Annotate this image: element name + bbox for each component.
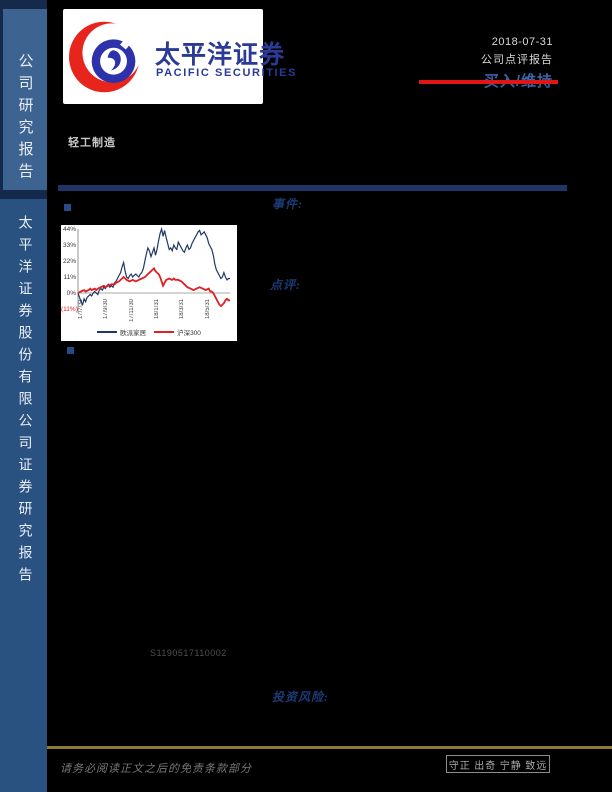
logo-chinese-name: 太平洋证券 bbox=[155, 42, 286, 69]
rating-underline bbox=[419, 80, 558, 84]
y-tick-label: 0% bbox=[66, 289, 76, 297]
x-tick-label: 18/5/31 bbox=[204, 299, 211, 320]
event-section-label: 事件: bbox=[272, 197, 303, 211]
y-tick-label: 33% bbox=[62, 241, 76, 249]
sidebar: 公司研究报告 太平洋证券股份有限公司证券研究报告 bbox=[0, 0, 47, 792]
bullet-square-icon bbox=[64, 204, 71, 211]
chart-legend: 欧派家居 沪深300 bbox=[61, 326, 237, 338]
y-tick-label: (11%) bbox=[61, 305, 78, 313]
x-tick-label: 18/3/31 bbox=[179, 299, 186, 320]
pacific-securities-logo-icon bbox=[69, 15, 142, 93]
footer-divider-line bbox=[47, 746, 612, 749]
sidebar-top-panel: 公司研究报告 bbox=[3, 9, 47, 190]
x-tick-label: 17/7/31 bbox=[78, 299, 84, 320]
legend-swatch bbox=[154, 331, 175, 333]
x-tick-label: 18/1/31 bbox=[154, 299, 160, 320]
slogan-box: 守正 出奇 宁静 致远 bbox=[446, 755, 550, 773]
sidebar-bottom-panel: 太平洋证券股份有限公司证券研究报告 bbox=[0, 199, 47, 792]
disclaimer-text: 请务必阅读正文之后的免责条款部分 bbox=[60, 763, 252, 775]
series-line-沪深300 bbox=[77, 266, 230, 308]
bullet-square-icon bbox=[67, 347, 74, 354]
legend-item: 欧派家居 bbox=[97, 327, 146, 337]
legend-label: 沪深300 bbox=[177, 330, 201, 337]
y-tick-label: 44% bbox=[62, 225, 76, 233]
risk-section-label: 投资风险: bbox=[272, 690, 329, 704]
report-date: 2018-07-31 bbox=[491, 36, 553, 48]
report-type: 公司点评报告 bbox=[481, 54, 553, 66]
slogan-text: 守正 出奇 宁静 致远 bbox=[448, 760, 548, 772]
analyst-license-code: S1190517110002 bbox=[150, 648, 227, 658]
comment-section-label: 点评: bbox=[270, 278, 301, 292]
legend-swatch bbox=[97, 331, 118, 333]
sector-label: 轻工制造 bbox=[68, 137, 116, 149]
chart-plot-area bbox=[77, 226, 230, 313]
company-logo: 太平洋证券 PACIFIC SECURITIES bbox=[63, 9, 295, 104]
report-category-vertical-label: 公司研究报告 bbox=[16, 53, 33, 185]
x-tick-label: 17/11/30 bbox=[128, 299, 135, 322]
series-line-欧派家居 bbox=[77, 226, 230, 307]
legend-item: 沪深300 bbox=[154, 327, 201, 337]
company-vertical-label: 太平洋证券股份有限公司证券研究报告 bbox=[16, 215, 32, 589]
logo-english-name: PACIFIC SECURITIES bbox=[156, 67, 298, 79]
y-tick-label: 11% bbox=[63, 273, 76, 281]
relative-performance-chart: 44% 33% 22% 11% 0% (11%) 17/7/31 17/9/30 17/11/… bbox=[61, 225, 237, 341]
y-tick-label: 22% bbox=[62, 257, 76, 265]
x-tick-label: 17/9/30 bbox=[103, 299, 110, 320]
header-divider-bar bbox=[58, 185, 567, 191]
legend-label: 欧派家居 bbox=[120, 330, 147, 337]
